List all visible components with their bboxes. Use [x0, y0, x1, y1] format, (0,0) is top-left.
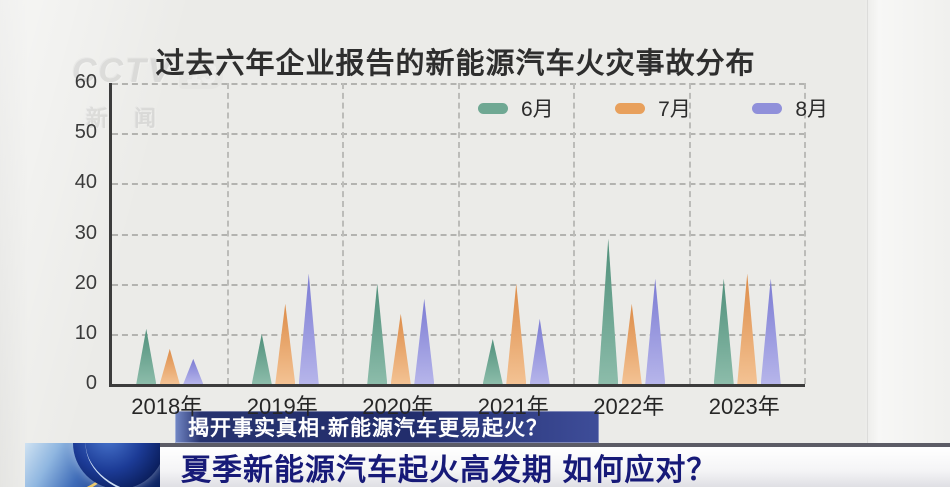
headline-banner: 夏季新能源汽车起火高发期 如何应对？	[160, 443, 950, 487]
headline-text: 夏季新能源汽车起火高发期 如何应对？	[181, 454, 718, 487]
x-axis-label: 2019年	[246, 394, 318, 419]
v-gridline	[342, 83, 344, 384]
spike-7月-2019年	[275, 303, 296, 384]
legend-swatch-icon	[752, 102, 783, 114]
v-gridline	[457, 83, 460, 384]
legend-label: 6月	[521, 98, 554, 121]
background-seam	[867, 0, 868, 487]
v-gridline	[688, 83, 691, 384]
plot-area	[109, 83, 806, 387]
spike-8月-2021年	[529, 318, 550, 384]
spike-6月-2022年	[598, 238, 619, 384]
y-axis-tick: 30	[74, 221, 97, 244]
legend-item-7月: 7月	[615, 93, 691, 123]
watermark-sub-text: 新闻	[86, 106, 183, 131]
x-axis-label: 2023年	[708, 394, 780, 419]
cctv-news-logo	[25, 443, 160, 487]
spike-6月-2023年	[713, 278, 734, 384]
legend-item-6月: 6月	[478, 93, 554, 123]
x-axis-label: 2020年	[362, 394, 434, 419]
y-axis-tick: 40	[74, 171, 97, 194]
chart-title: 过去六年企业报告的新能源汽车火灾事故分布	[155, 48, 756, 80]
legend-label: 8月	[795, 98, 828, 121]
spike-8月-2023年	[760, 278, 781, 384]
cctv13-watermark: CCTV 13 新闻	[72, 52, 224, 133]
x-axis-label: 2021年	[477, 394, 549, 419]
v-gridline	[804, 83, 806, 384]
x-axis-label: 2018年	[131, 394, 203, 419]
topic-banner-text: 揭开事实真相·新能源汽车更易起火？	[188, 417, 548, 440]
spike-8月-2020年	[414, 298, 435, 384]
legend-label: 7月	[658, 98, 691, 121]
spike-8月-2019年	[298, 273, 319, 384]
spike-7月-2018年	[159, 348, 180, 384]
y-axis-tick: 50	[74, 121, 97, 144]
chart-legend: 6月 7月 8月	[478, 93, 828, 123]
topic-banner: 揭开事实真相·新能源汽车更易起火？	[175, 411, 599, 443]
spike-8月-2018年	[183, 358, 204, 384]
legend-item-8月: 8月	[752, 93, 828, 123]
legend-swatch-icon	[478, 102, 508, 114]
y-axis-tick: 60	[74, 71, 97, 93]
v-gridline	[573, 83, 575, 384]
spike-7月-2022年	[621, 303, 642, 384]
legend-swatch-icon	[615, 102, 646, 114]
spike-6月-2018年	[136, 328, 157, 384]
spike-7月-2023年	[737, 273, 758, 384]
spike-6月-2021年	[482, 338, 503, 384]
y-axis-tick: 20	[74, 271, 97, 294]
spike-6月-2019年	[251, 333, 272, 384]
y-axis-tick: 10	[74, 321, 97, 344]
spike-7月-2020年	[390, 313, 411, 384]
x-axis-label: 2022年	[593, 394, 665, 419]
y-axis-tick: 0	[85, 372, 97, 394]
spike-8月-2022年	[645, 278, 666, 384]
v-gridline	[226, 83, 229, 384]
